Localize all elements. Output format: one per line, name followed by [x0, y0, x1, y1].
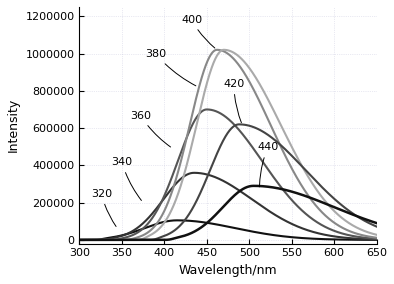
Y-axis label: Intensity: Intensity: [7, 98, 20, 153]
Text: 380: 380: [145, 49, 196, 86]
Text: 420: 420: [223, 79, 245, 123]
X-axis label: Wavelength/nm: Wavelength/nm: [179, 264, 277, 277]
Text: 440: 440: [257, 142, 279, 187]
Text: 360: 360: [130, 111, 171, 147]
Text: 340: 340: [112, 157, 141, 201]
Text: 400: 400: [181, 15, 215, 48]
Text: 320: 320: [91, 189, 116, 226]
